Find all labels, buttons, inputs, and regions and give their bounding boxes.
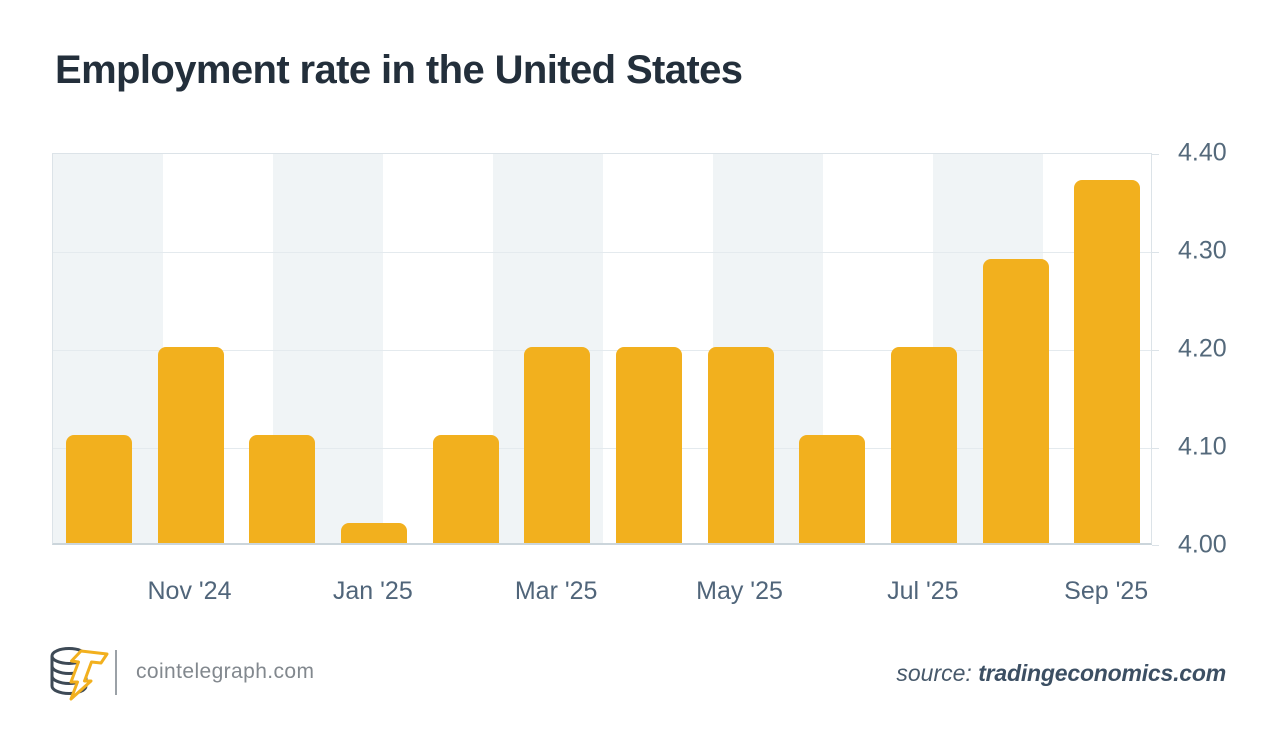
cointelegraph-logo-icon [50, 647, 109, 701]
bar-jul25 [890, 347, 957, 543]
y-tick-label: 4.20 [1178, 334, 1227, 363]
bar-jun25 [799, 435, 866, 543]
gridline [53, 252, 1151, 253]
gridline [53, 448, 1151, 449]
footer-brand-text: cointelegraph.com [136, 660, 315, 683]
chart-title: Employment rate in the United States [55, 48, 743, 92]
x-tick-label: Jul '25 [887, 577, 959, 605]
bar-may25 [707, 347, 774, 543]
plot-area [52, 153, 1159, 546]
footer-divider [115, 649, 117, 695]
y-axis-tick [1152, 252, 1159, 253]
bar-apr25 [615, 347, 682, 543]
y-axis-tick [1152, 545, 1159, 546]
source-domain: tradingeconomics.com [978, 660, 1226, 686]
x-tick-label: Jan '25 [332, 577, 413, 605]
bar-feb25 [432, 435, 499, 543]
y-axis-tick [1152, 350, 1159, 351]
x-tick-label: Mar '25 [514, 577, 598, 605]
y-axis-tick [1152, 154, 1159, 155]
y-tick-label: 4.10 [1178, 432, 1227, 461]
gridline [53, 350, 1151, 351]
x-tick-label: Nov '24 [147, 577, 232, 605]
x-tick-label: Sep '25 [1064, 577, 1149, 605]
y-tick-label: 4.30 [1178, 236, 1227, 265]
bar-sep25 [1074, 180, 1141, 543]
source-label: source: [896, 660, 979, 686]
bar-dec24 [249, 435, 316, 543]
bar-nov24 [157, 347, 224, 543]
footer-brand: cointelegraph.com [48, 642, 314, 702]
y-tick-label: 4.00 [1178, 530, 1227, 559]
bar-oct24 [65, 435, 132, 543]
y-tick-label: 4.40 [1178, 138, 1227, 167]
bar-mar25 [524, 347, 591, 543]
y-axis-tick [1152, 448, 1159, 449]
bar-jan25 [340, 523, 407, 543]
x-tick-label: May '25 [696, 577, 783, 605]
footer-source: source: tradingeconomics.com [896, 660, 1226, 687]
bar-aug25 [982, 258, 1049, 543]
